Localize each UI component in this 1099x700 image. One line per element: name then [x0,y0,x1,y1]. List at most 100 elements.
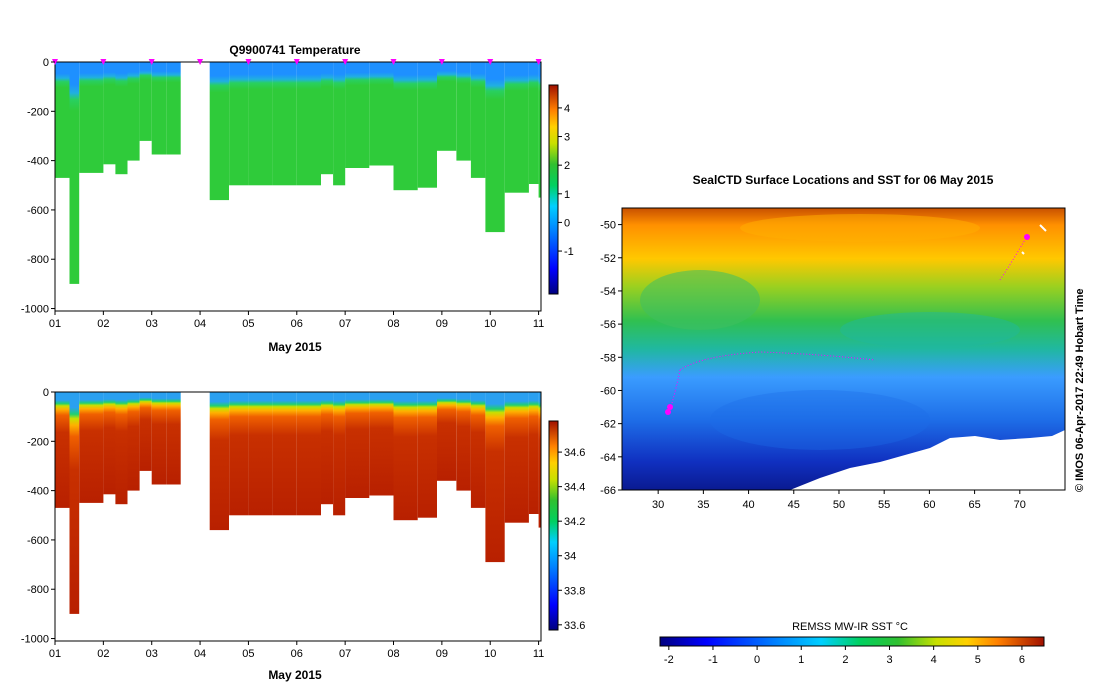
sst-map-title: SealCTD Surface Locations and SST for 06… [693,173,994,187]
salinity-profile-cell [470,392,486,508]
sst-lon-tick-label: 70 [1014,499,1026,511]
salinity-x-tick-label: 02 [97,648,109,660]
sst-colorbar-ticks: -2 -1 0 1 2 3 4 5 6 [664,646,1025,666]
salinity-profile-cell [369,392,394,496]
sst-cold-eddy [710,390,930,450]
temperature-y-tick-label: -800 [27,254,49,266]
profile-marker [438,59,445,65]
salinity-profile-cell [139,392,152,471]
sst-colorbar-tick-label: 4 [931,654,937,666]
salinity-profile-cell [485,392,505,563]
sst-colorbar-tick-label: 6 [1019,654,1025,666]
seal-location-3 [1024,234,1030,240]
temperature-x-tick-label: 11 [533,318,544,330]
salinity-colorbar-scale [548,420,559,631]
sst-colorbar-tick-label: -2 [664,654,674,666]
sst-front [840,312,1020,348]
salinity-x-tick-label: 08 [387,648,399,660]
salinity-y-ticks: 0 -200 -400 -600 -800 -1000 [21,387,55,646]
temperature-y-tick-label: -200 [27,106,49,118]
salinity-plot-frame [54,391,542,642]
salinity-x-tick-label: 01 [49,648,61,660]
temperature-colorbar-tick-label: 4 [564,103,570,115]
salinity-colorbar-ticks: 34.6 34.4 34.2 34 33.8 33.6 [558,447,585,632]
salinity-panel: 01 02 03 04 05 06 07 08 09 10 11 0 -200 -400 -600 -800… [21,387,586,682]
temperature-profiles [55,62,541,284]
salinity-x-tick-label: 11 [533,648,544,660]
temperature-profile-cell [166,62,181,155]
salinity-profile-cell [417,392,437,518]
sst-lat-tick-label: -62 [600,419,616,431]
temperature-profile-cell [393,62,418,191]
salinity-x-tick-label: 10 [484,648,496,660]
salinity-profile-cell [321,392,334,505]
sst-colorbar-tick-label: 3 [886,654,892,666]
salinity-profile-cell [166,392,181,485]
temperature-profile-cell [369,62,394,166]
temperature-colorbar-tick-label: -1 [564,246,574,258]
sst-lat-tick-label: -52 [600,253,616,265]
temperature-y-ticks: 0 -200 -400 -600 -800 -1000 [21,57,55,316]
salinity-y-tick-label: -1000 [21,634,49,646]
sst-lat-tick-label: -66 [600,485,616,497]
temperature-x-tick-label: 07 [339,318,351,330]
sst-lon-tick-label: 30 [652,499,664,511]
temperature-colorbar-scale [548,84,559,295]
salinity-colorbar-tick-label: 34.4 [564,482,585,494]
sst-map-frame [621,207,1066,491]
sst-lon-tick-label: 50 [833,499,845,511]
salinity-profile-cell [79,392,104,503]
temperature-profile-cell [127,62,140,161]
profile-marker [390,59,397,65]
temperature-x-ticks: 01 02 03 04 05 06 07 08 09 10 11 [49,311,544,330]
temperature-y-tick-label: -1000 [21,304,49,316]
sst-lon-tick-label: 40 [742,499,754,511]
salinity-profile-cell [55,392,70,508]
sst-latitude-ticks: -50 -52 -54 -56 -58 -60 -62 -64 -66 [600,220,622,497]
temperature-profile-cell [115,62,128,175]
seal-tracks [665,234,1030,415]
temperature-colorbar: 4 3 2 1 0 -1 [548,84,574,295]
salinity-colorbar-tick-label: 34.2 [564,516,585,528]
salinity-profile-cell [528,392,539,514]
temperature-panel: Q9900741 Temperature 01 02 03 04 05 06 07 08 09 1… [21,43,574,354]
temperature-x-label: May 2015 [268,340,322,354]
temperature-profile-cell [103,62,116,165]
sst-lat-tick-label: -60 [600,385,616,397]
temperature-profile-cell [333,62,346,186]
salinity-x-label: May 2015 [268,668,322,682]
sst-lon-tick-label: 55 [878,499,890,511]
sst-lon-tick-label: 45 [788,499,800,511]
profile-marker [293,59,300,65]
salinity-profile-cell [456,392,471,491]
temperature-profile-cell [229,62,249,186]
profile-marker [197,59,204,65]
antarctic-ice-edge [790,430,1065,490]
temperature-profile-cell [504,62,529,193]
sst-colorbar-label: REMSS MW-IR SST °C [792,621,908,633]
salinity-y-tick-label: -800 [27,584,49,596]
salinity-x-tick-label: 05 [242,648,254,660]
temperature-x-tick-label: 09 [436,318,448,330]
seal-location-1 [667,404,673,410]
seal-track-south [669,369,681,411]
salinity-profile-cell [504,392,529,523]
temperature-profile-cell [209,62,229,201]
temperature-profile-cell [345,62,370,168]
sst-lat-tick-label: -54 [600,286,616,298]
salinity-colorbar-tick-label: 33.8 [564,585,585,597]
profile-marker [487,59,494,65]
temperature-profile-cell [485,62,505,233]
copyright-timestamp: © IMOS 06-Apr-2017 22:49 Hobart Time [1074,288,1086,492]
temperature-profile-cell [79,62,104,173]
salinity-profile-cell [393,392,418,521]
salinity-y-tick-label: -400 [27,486,49,498]
sst-lat-tick-label: -56 [600,319,616,331]
temperature-profile-cell [538,62,541,198]
temperature-title: Q9900741 Temperature [229,43,361,57]
temperature-colorbar-tick-label: 3 [564,132,570,144]
temperature-colorbar-tick-label: 0 [564,217,570,229]
temperature-profile-cell [296,62,321,186]
sst-colorbar-tick-label: 2 [842,654,848,666]
temperature-x-tick-label: 06 [291,318,303,330]
